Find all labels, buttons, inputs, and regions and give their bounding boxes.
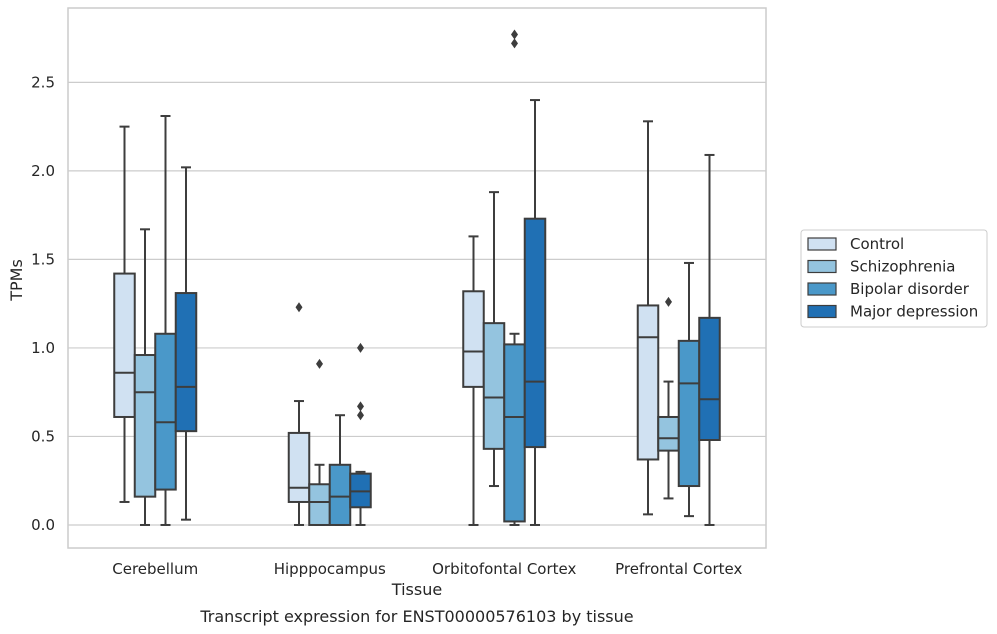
category-group <box>462 29 547 526</box>
box-control <box>636 120 660 516</box>
plot-frame <box>67 7 767 549</box>
box-bipolar-disorder <box>328 414 352 526</box>
box-body <box>133 354 157 498</box>
box-schizophrenia <box>133 228 157 526</box>
box-body <box>287 431 311 503</box>
legend-swatch <box>807 282 837 296</box>
box-body <box>482 322 506 450</box>
box-body <box>677 339 701 488</box>
box-body <box>154 332 177 491</box>
box-body <box>636 304 660 461</box>
outlier-point <box>357 342 364 353</box>
legend-label: Bipolar disorder <box>850 280 970 298</box>
x-tick-label: Orbitofontal Cortex <box>432 560 576 578</box>
box-control <box>113 125 136 503</box>
outlier-point <box>316 358 323 369</box>
x-axis-label: Tissue <box>391 580 442 599</box>
outlier-point <box>511 38 518 49</box>
y-tick-label: 0.0 <box>31 516 55 534</box>
outlier-point <box>357 410 364 421</box>
legend-swatch <box>807 259 837 274</box>
box-body <box>523 217 547 449</box>
box-body <box>657 415 680 452</box>
box-bipolar-disorder <box>154 115 177 526</box>
box-body <box>174 292 198 433</box>
y-tick-label: 0.5 <box>31 427 55 445</box>
box-body <box>503 343 526 523</box>
outlier-point <box>665 296 672 307</box>
y-tick-labels: 0.0 0.5 1.0 1.5 2.0 2.5 <box>31 73 55 534</box>
legend-swatch <box>807 237 837 251</box>
legend-label: Major depression <box>850 303 978 321</box>
box-body <box>113 272 136 418</box>
box-schizophrenia <box>482 191 506 488</box>
y-axis-label: TPMs <box>7 259 26 302</box>
chart-caption: Transcript expression for ENST0000057610… <box>199 607 633 626</box>
category-group <box>287 302 372 526</box>
legend-label: Schizophrenia <box>850 258 955 276</box>
box-schizophrenia <box>657 296 680 500</box>
category-group <box>636 120 721 526</box>
box-bipolar-disorder <box>503 29 526 526</box>
x-tick-label: Hipppocampus <box>274 560 386 578</box>
box-body <box>328 463 352 526</box>
legend-label: Control <box>850 235 904 253</box>
legend-frame <box>800 229 988 328</box>
y-tick-label: 2.5 <box>31 73 55 91</box>
legend-swatch <box>807 304 837 319</box>
box-major-depression <box>349 342 372 526</box>
y-tick-label: 1.5 <box>31 250 55 268</box>
box-major-depression <box>698 153 721 526</box>
x-tick-label: Prefrontal Cortex <box>615 560 742 578</box>
box-schizophrenia <box>308 358 331 526</box>
box-body <box>698 316 721 441</box>
y-tick-label: 1.0 <box>31 339 55 357</box>
outlier-point <box>295 302 303 313</box>
x-tick-label: Cerebellum <box>112 560 198 578</box>
box-groups <box>113 29 721 526</box>
box-major-depression <box>174 166 198 521</box>
legend: Control Schizophrenia Bipolar disorder Majo… <box>800 229 988 328</box>
box-body <box>308 483 331 526</box>
box-control <box>287 302 311 526</box>
box-bipolar-disorder <box>677 261 701 518</box>
box-major-depression <box>523 99 547 526</box>
outlier-point <box>511 29 518 40</box>
y-tick-label: 2.0 <box>31 162 55 180</box>
category-group <box>113 115 198 526</box>
box-body <box>462 290 485 388</box>
box-control <box>462 235 485 526</box>
outlier-point <box>357 401 364 412</box>
x-tick-labels: Cerebellum Hipppocampus Orbitofontal Corte… <box>112 560 742 578</box>
